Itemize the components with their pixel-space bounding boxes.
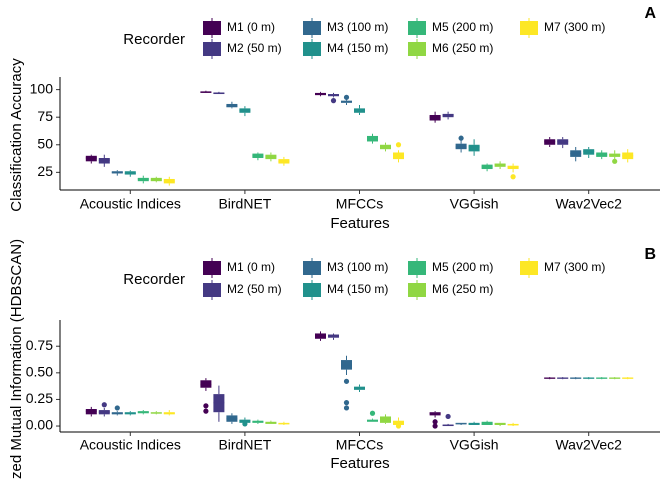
box bbox=[393, 420, 404, 425]
x-tick-label: Acoustic Indices bbox=[80, 196, 181, 212]
outlier bbox=[343, 400, 350, 406]
x-tick-label: BirdNET bbox=[218, 437, 271, 453]
outlier bbox=[203, 408, 209, 414]
x-tick-label: Acoustic Indices bbox=[80, 437, 181, 453]
legend-label: M1 (0 m) bbox=[227, 260, 275, 274]
x-tick-label: Wav2Vec2 bbox=[555, 437, 622, 453]
outlier bbox=[101, 402, 107, 408]
y-tick-label: 0.25 bbox=[26, 390, 53, 406]
legend-label: M7 (300 m) bbox=[544, 20, 605, 34]
legend-label: M6 (250 m) bbox=[432, 41, 493, 55]
legend-key bbox=[203, 261, 221, 275]
legend-label: M7 (300 m) bbox=[544, 260, 605, 274]
legend-key bbox=[520, 21, 538, 35]
legend-key bbox=[408, 21, 426, 35]
legend-label: M4 (150 m) bbox=[327, 41, 388, 55]
outlier bbox=[445, 413, 451, 420]
legend-label: M5 (200 m) bbox=[432, 20, 493, 34]
panel-letter: B bbox=[644, 246, 656, 263]
legend-key bbox=[303, 261, 321, 275]
legend-key bbox=[303, 21, 321, 35]
legend-label: M3 (100 m) bbox=[327, 20, 388, 34]
legend-label: M2 (50 m) bbox=[227, 41, 282, 55]
outlier bbox=[432, 419, 438, 425]
x-tick-label: VGGish bbox=[450, 196, 499, 212]
outlier bbox=[343, 378, 350, 384]
x-tick-label: BirdNET bbox=[218, 196, 271, 212]
outlier bbox=[242, 421, 248, 427]
y-tick-label: 0.50 bbox=[26, 364, 53, 380]
outlier bbox=[395, 423, 402, 429]
legend-label: M5 (200 m) bbox=[432, 260, 493, 274]
x-tick-label: MFCCs bbox=[336, 196, 383, 212]
x-axis-title: Features bbox=[330, 455, 389, 472]
legend-key bbox=[520, 261, 538, 275]
legend-label: M2 (50 m) bbox=[227, 282, 282, 296]
legend-key bbox=[203, 283, 221, 297]
legend-label: M6 (250 m) bbox=[432, 282, 493, 296]
x-tick-label: VGGish bbox=[450, 437, 499, 453]
legend-title: Recorder bbox=[123, 31, 185, 48]
outlier bbox=[330, 98, 337, 104]
y-tick-label: 0.75 bbox=[26, 337, 53, 353]
outlier bbox=[114, 405, 120, 411]
outlier bbox=[458, 135, 464, 141]
y-tick-label: 25 bbox=[37, 163, 53, 179]
legend-label: M1 (0 m) bbox=[227, 20, 275, 34]
panel-letter: A bbox=[644, 5, 656, 22]
outlier bbox=[203, 403, 209, 409]
outlier bbox=[395, 142, 402, 148]
y-tick-label: 75 bbox=[37, 108, 53, 124]
y-tick-label: 0.00 bbox=[26, 417, 53, 433]
outlier bbox=[510, 174, 516, 180]
legend-key bbox=[303, 283, 321, 297]
y-tick-label: 100 bbox=[30, 80, 54, 96]
outlier bbox=[369, 410, 376, 416]
legend-label: M4 (150 m) bbox=[327, 282, 388, 296]
legend-key bbox=[408, 42, 426, 56]
x-axis-title: Features bbox=[330, 215, 389, 232]
legend-key bbox=[203, 42, 221, 56]
outlier bbox=[343, 405, 350, 411]
legend-title: Recorder bbox=[123, 271, 185, 288]
outlier bbox=[612, 158, 618, 164]
legend-key bbox=[203, 21, 221, 35]
x-tick-label: Wav2Vec2 bbox=[555, 196, 622, 212]
outlier bbox=[343, 94, 350, 100]
y-axis-title: Classification Accuracy bbox=[8, 58, 25, 212]
legend-key bbox=[303, 42, 321, 56]
legend-label: M3 (100 m) bbox=[327, 260, 388, 274]
outlier bbox=[432, 423, 438, 429]
y-tick-label: 50 bbox=[37, 135, 53, 151]
y-axis-title: zed Mutual Information (HDBSCAN) bbox=[8, 239, 25, 479]
x-tick-label: MFCCs bbox=[336, 437, 383, 453]
legend-key bbox=[408, 283, 426, 297]
legend-key bbox=[408, 261, 426, 275]
box bbox=[468, 144, 480, 152]
